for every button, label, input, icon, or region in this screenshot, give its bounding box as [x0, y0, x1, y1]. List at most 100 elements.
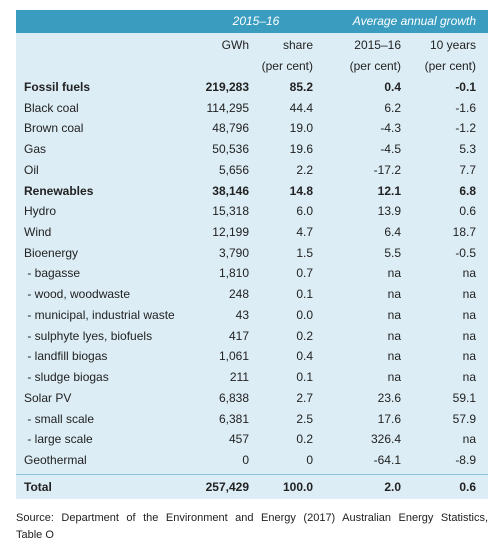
cell-value: 248 — [228, 287, 249, 302]
cell-value: na — [387, 266, 401, 281]
cell-value: 0 — [306, 452, 313, 467]
cell-value: 12,199 — [212, 225, 249, 240]
row-label: Bioenergy — [24, 245, 79, 260]
cell-value: 57.9 — [452, 411, 476, 426]
cell-value: 0.1 — [296, 370, 313, 385]
row-label: - municipal, industrial waste — [24, 307, 175, 322]
column-header: 10 years — [429, 38, 476, 52]
group-header: 2015–16 — [232, 14, 280, 28]
cell-value: na — [462, 266, 476, 281]
cell-value: na — [462, 307, 476, 322]
cell-value: -8.9 — [455, 452, 476, 467]
cell-value: 18.7 — [452, 225, 476, 240]
cell-value: 44.4 — [289, 100, 313, 115]
row-label: Hydro — [24, 204, 57, 219]
cell-value: 15,318 — [212, 204, 249, 219]
cell-value: -1.6 — [455, 100, 476, 115]
cell-value: 1,061 — [218, 349, 249, 364]
cell-value: -4.5 — [380, 142, 401, 157]
cell-value: 6.2 — [384, 100, 401, 115]
cell-value: 6,838 — [218, 390, 249, 405]
unit-header: (per cent) — [424, 59, 476, 73]
row-label: - sulphyte lyes, biofuels — [24, 328, 153, 343]
cell-value: -1.2 — [455, 121, 476, 136]
row-label: Renewables — [24, 183, 94, 198]
source-note: Source: Department of the Environment an… — [16, 512, 488, 524]
row-label: Oil — [24, 162, 39, 177]
source-table: Table O — [16, 529, 54, 541]
cell-value: 43 — [235, 307, 249, 322]
cell-value: 48,796 — [212, 121, 249, 136]
cell-value: 114,295 — [206, 100, 250, 115]
cell-value: 2.2 — [296, 162, 313, 177]
cell-value: na — [387, 287, 401, 302]
cell-value: 0.4 — [384, 80, 401, 94]
cell-value: -64.1 — [373, 452, 401, 467]
cell-value: 0.0 — [296, 307, 313, 322]
cell-value: 2.5 — [296, 411, 313, 426]
cell-value: 4.7 — [296, 225, 313, 240]
cell-value: 59.1 — [452, 390, 476, 405]
cell-value: 0.1 — [296, 287, 313, 302]
cell-value: -4.3 — [380, 121, 401, 136]
row-label: Brown coal — [24, 121, 84, 136]
cell-value: 219,283 — [205, 80, 249, 94]
cell-value: 326.4 — [370, 432, 401, 447]
cell-value: 457 — [228, 432, 249, 447]
cell-value: na — [462, 287, 476, 302]
cell-value: 417 — [228, 328, 249, 343]
row-label: - wood, woodwaste — [24, 287, 131, 302]
cell-value: 257,429 — [205, 480, 249, 494]
cell-value: 0.6 — [459, 204, 476, 219]
cell-value: 23.6 — [377, 390, 401, 405]
column-header: 2015–16 — [354, 38, 401, 52]
cell-value: na — [462, 349, 476, 364]
cell-value: 2.0 — [384, 480, 401, 494]
cell-value: 17.6 — [377, 411, 401, 426]
row-label: Solar PV — [24, 390, 72, 405]
cell-value: 1.5 — [296, 245, 313, 260]
row-label: - small scale — [24, 411, 95, 426]
cell-value: 100.0 — [282, 480, 313, 494]
row-label: - large scale — [24, 432, 93, 447]
cell-value: 13.9 — [377, 204, 401, 219]
cell-value: 5.3 — [459, 142, 476, 157]
row-label: - sludge biogas — [24, 370, 109, 385]
cell-value: 6.8 — [459, 183, 476, 198]
cell-value: 0.6 — [459, 480, 476, 494]
cell-value: 19.6 — [289, 142, 313, 157]
cell-value: 19.0 — [289, 121, 313, 136]
cell-value: na — [387, 370, 401, 385]
group-header: Average annual growth — [352, 14, 476, 28]
cell-value: 85.2 — [289, 80, 313, 94]
row-label: Total — [24, 480, 52, 494]
cell-value: -0.1 — [455, 80, 476, 94]
cell-value: 50,536 — [212, 142, 249, 157]
cell-value: na — [462, 432, 476, 447]
row-label: Geothermal — [24, 452, 87, 467]
row-label: Fossil fuels — [24, 80, 91, 94]
cell-value: -0.5 — [455, 245, 476, 260]
cell-value: 6.4 — [384, 225, 401, 240]
row-label: - bagasse — [24, 266, 81, 281]
column-header: share — [282, 38, 313, 52]
cell-value: 0.7 — [296, 266, 313, 281]
cell-value: na — [462, 370, 476, 385]
cell-value: 3,790 — [218, 245, 249, 260]
unit-header: (per cent) — [261, 59, 313, 73]
cell-value: 0.2 — [296, 328, 313, 343]
cell-value: 7.7 — [459, 162, 476, 177]
cell-value: 38,146 — [212, 183, 249, 198]
row-label: Wind — [24, 225, 52, 240]
cell-value: -17.2 — [373, 162, 401, 177]
cell-value: 0.2 — [296, 432, 313, 447]
cell-value: 5,656 — [218, 162, 249, 177]
cell-value: 6,381 — [218, 411, 249, 426]
cell-value: 211 — [229, 370, 249, 385]
column-header: GWh — [221, 38, 249, 52]
cell-value: na — [387, 328, 401, 343]
row-label: Gas — [24, 142, 47, 157]
row-label: Black coal — [24, 100, 79, 115]
cell-value: 2.7 — [296, 390, 313, 405]
